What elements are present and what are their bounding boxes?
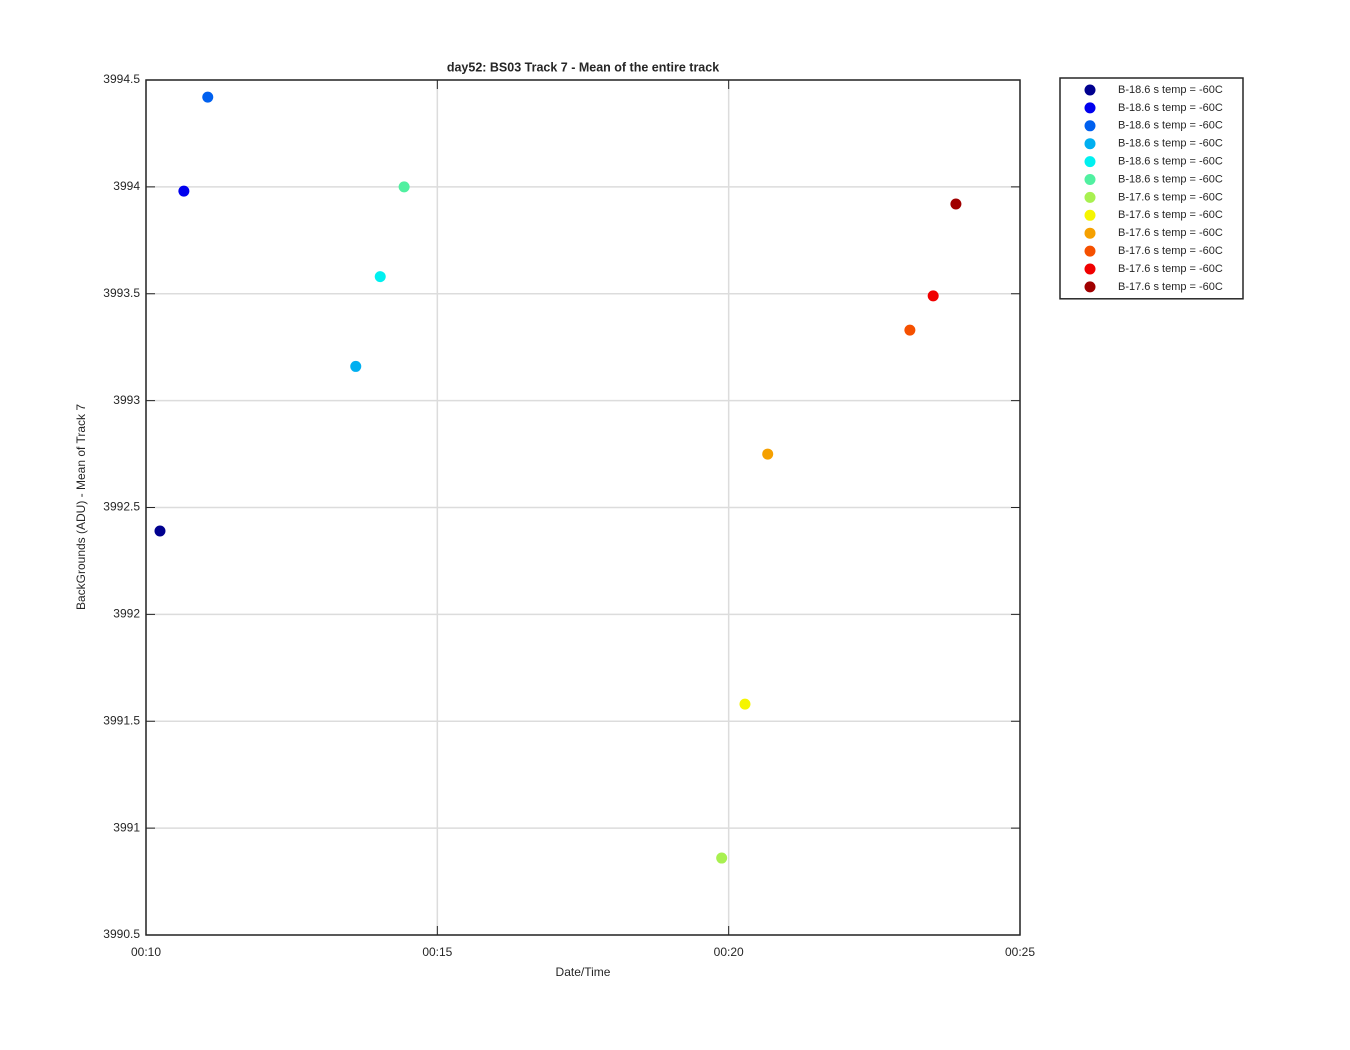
- legend-marker: [1084, 227, 1096, 239]
- y-axis-label: BackGrounds (ADU) - Mean of Track 7: [74, 404, 88, 610]
- legend-marker: [1084, 138, 1096, 150]
- y-tick-label: 3993: [113, 393, 140, 407]
- point: [739, 698, 751, 710]
- legend-marker: [1084, 102, 1096, 114]
- legend-label: B-18.6 s temp = -60C: [1118, 84, 1223, 96]
- legend-label: B-17.6 s temp = -60C: [1118, 209, 1223, 221]
- legend-label: B-18.6 s temp = -60C: [1118, 138, 1223, 150]
- point: [154, 525, 166, 537]
- legend-label: B-17.6 s temp = -60C: [1118, 227, 1223, 239]
- legend-marker: [1084, 245, 1096, 257]
- legend-marker: [1084, 191, 1096, 203]
- x-tick-label: 00:10: [131, 945, 161, 959]
- legend-marker: [1084, 263, 1096, 275]
- legend-marker: [1084, 281, 1096, 293]
- legend-label: B-17.6 s temp = -60C: [1118, 263, 1223, 275]
- x-tick-label: 00:25: [1005, 945, 1035, 959]
- chart-title: day52: BS03 Track 7 - Mean of the entire…: [447, 60, 719, 74]
- x-axis-label: Date/Time: [556, 965, 611, 979]
- y-tick-label: 3991.5: [103, 713, 140, 727]
- legend-label: B-18.6 s temp = -60C: [1118, 156, 1223, 168]
- legend-marker: [1084, 84, 1096, 96]
- point: [398, 181, 410, 193]
- point: [904, 324, 916, 336]
- y-tick-label: 3990.5: [103, 927, 140, 941]
- y-tick-label: 3992.5: [103, 500, 140, 514]
- x-tick-label: 00:15: [422, 945, 452, 959]
- point: [350, 360, 362, 372]
- y-tick-label: 3992: [113, 607, 140, 621]
- legend-label: B-18.6 s temp = -60C: [1118, 173, 1223, 185]
- point: [927, 290, 939, 302]
- y-tick-label: 3994.5: [103, 72, 140, 86]
- legend-label: B-17.6 s temp = -60C: [1118, 191, 1223, 203]
- x-tick-label: 00:20: [714, 945, 744, 959]
- y-tick-label: 3993.5: [103, 286, 140, 300]
- y-tick-label: 3991: [113, 820, 140, 834]
- legend-marker: [1084, 174, 1096, 185]
- point: [762, 448, 774, 460]
- legend-label: B-18.6 s temp = -60C: [1118, 120, 1223, 132]
- legend-marker: [1084, 209, 1096, 221]
- point: [178, 185, 190, 197]
- point: [202, 91, 214, 103]
- legend-label: B-17.6 s temp = -60C: [1118, 281, 1223, 293]
- legend-marker: [1084, 156, 1096, 168]
- point: [950, 198, 962, 210]
- legend-box: [1059, 77, 1244, 300]
- point: [716, 852, 728, 864]
- legend-label: B-18.6 s temp = -60C: [1118, 102, 1223, 114]
- legend-label: B-17.6 s temp = -60C: [1118, 245, 1223, 257]
- point: [374, 271, 386, 283]
- legend-marker: [1084, 120, 1096, 132]
- y-tick-label: 3994: [113, 179, 140, 193]
